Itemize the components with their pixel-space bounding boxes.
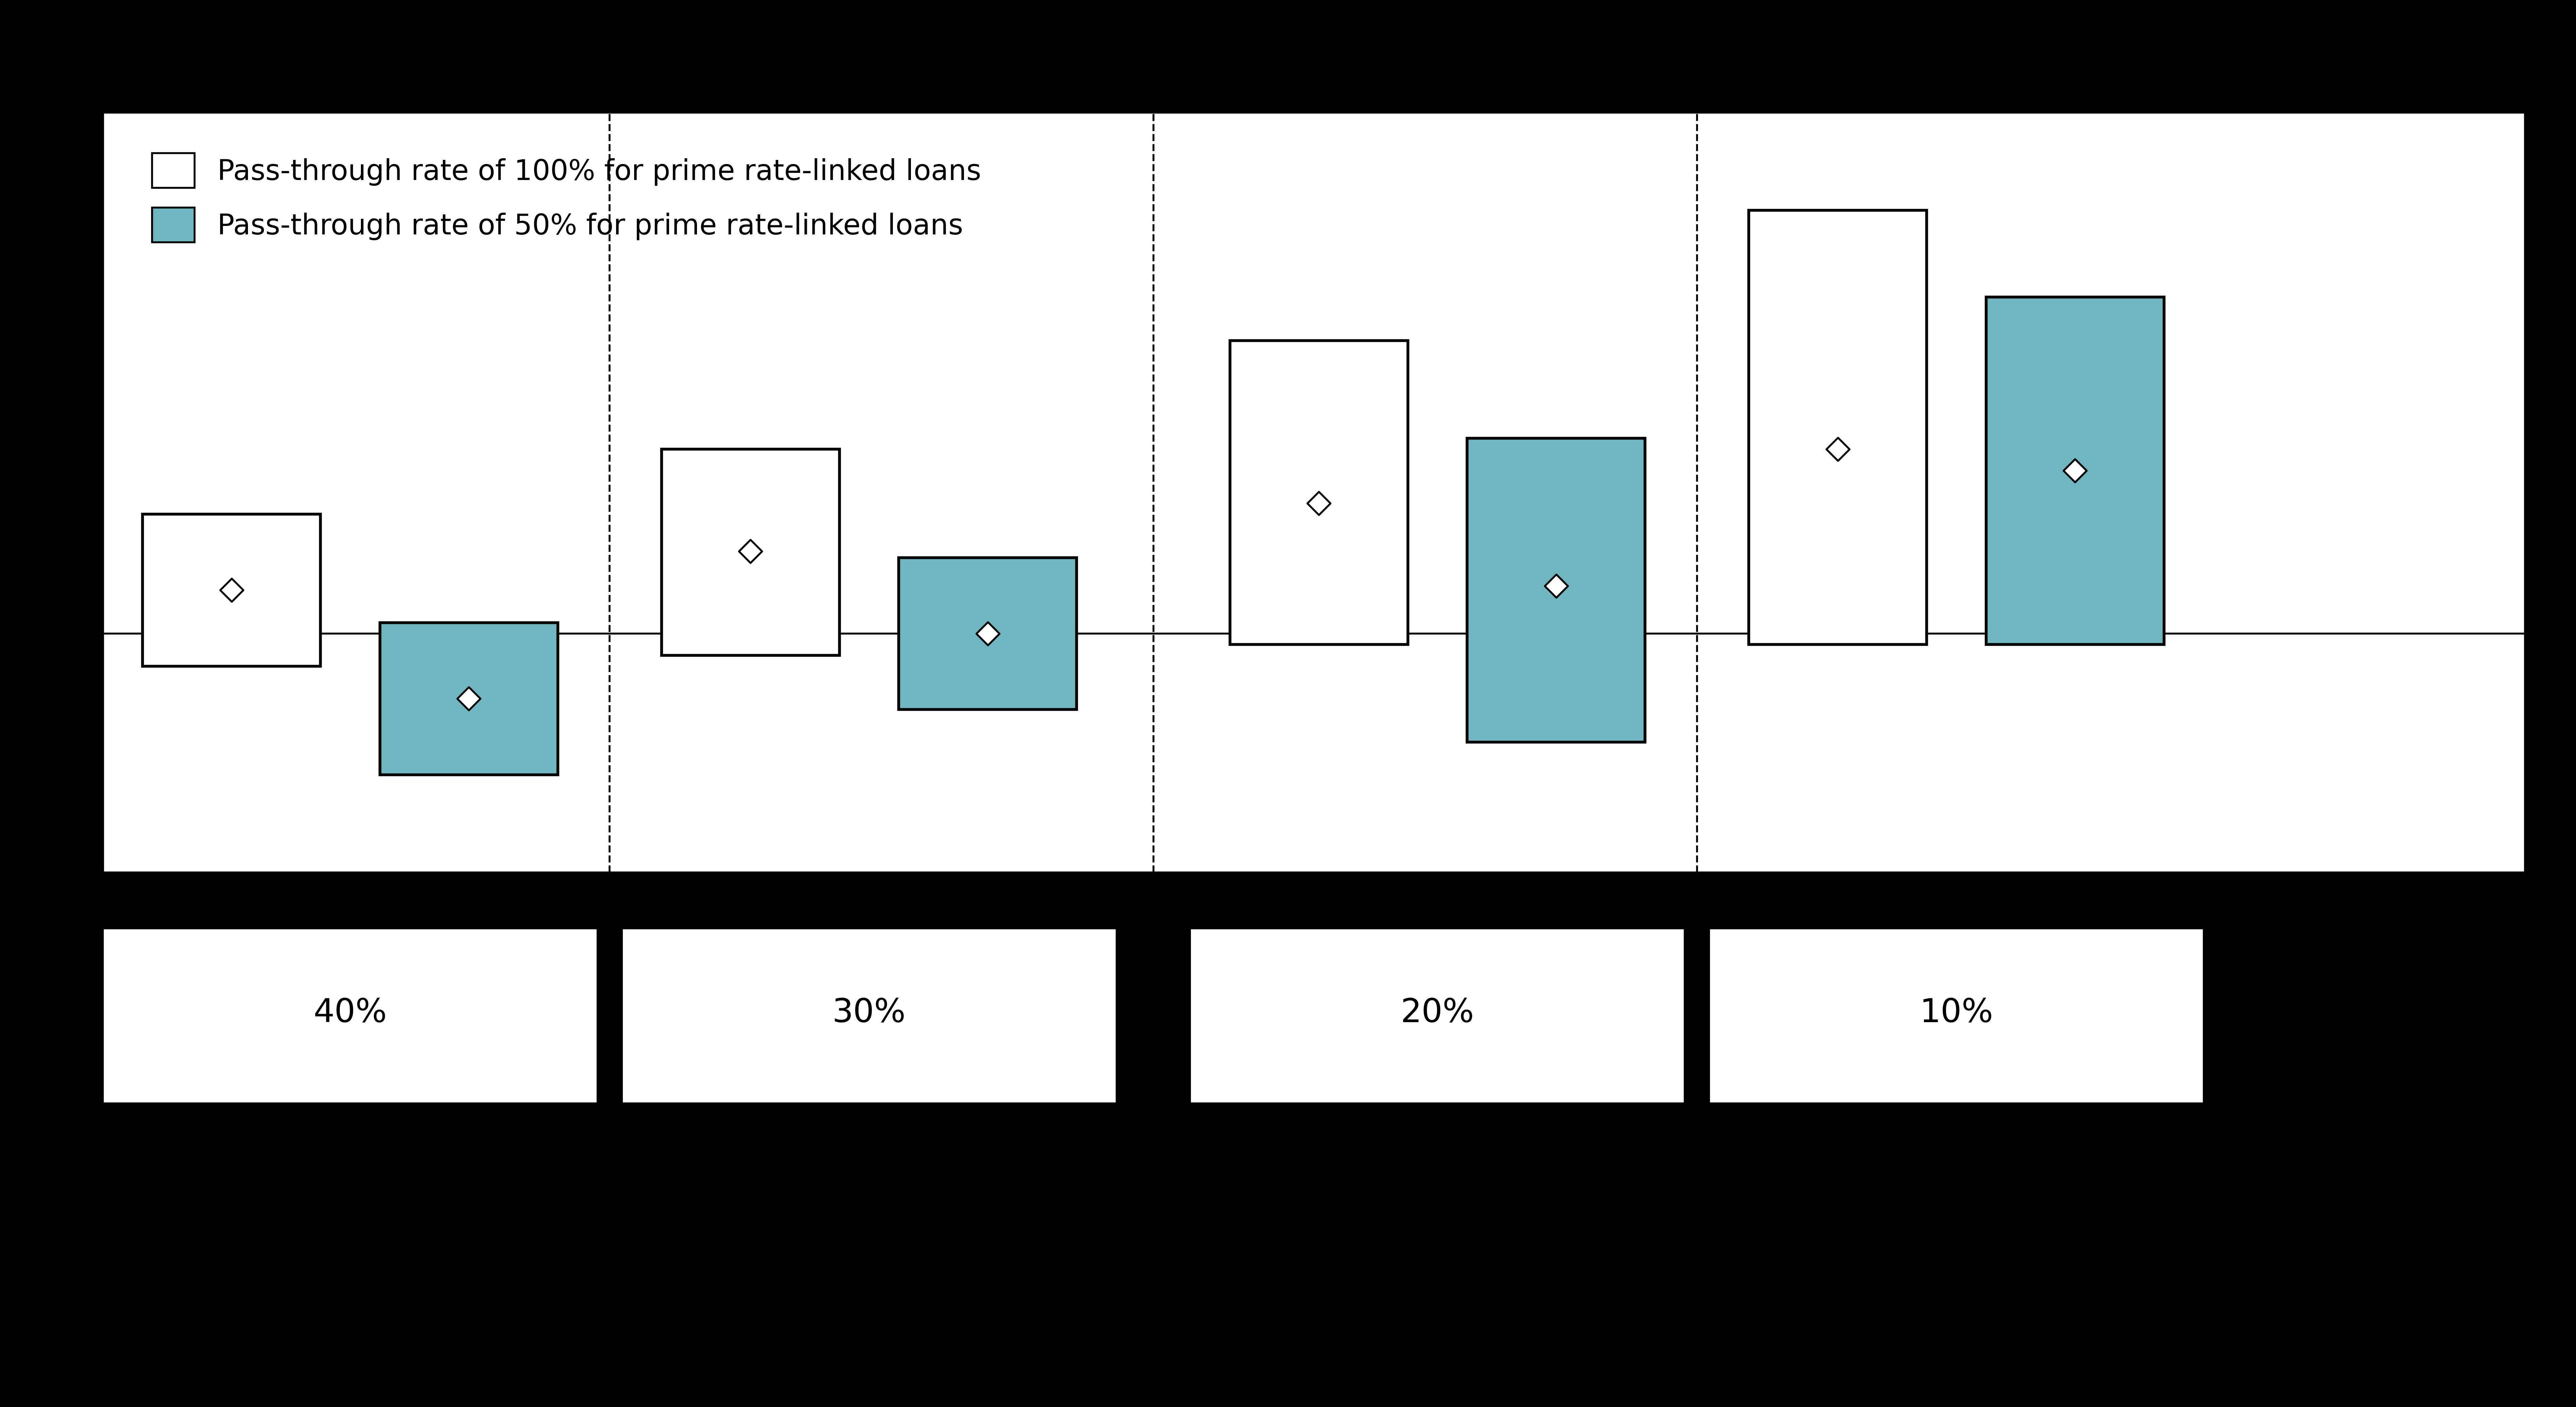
Point bbox=[966, 622, 1007, 644]
Bar bbox=[621, 929, 1115, 1103]
Point bbox=[729, 540, 770, 563]
Point bbox=[2053, 460, 2094, 483]
Bar bbox=[1986, 297, 2164, 644]
Bar bbox=[1190, 929, 1685, 1103]
Bar bbox=[1466, 438, 1646, 741]
Bar bbox=[1229, 340, 1406, 644]
Point bbox=[1816, 438, 1857, 460]
Bar bbox=[1708, 929, 2202, 1103]
Text: 20%: 20% bbox=[1401, 998, 1473, 1029]
Text: 30%: 30% bbox=[832, 998, 907, 1029]
Point bbox=[1535, 574, 1577, 597]
Bar bbox=[142, 514, 319, 666]
Bar bbox=[379, 623, 556, 775]
Bar bbox=[662, 449, 840, 656]
Text: 40%: 40% bbox=[314, 998, 386, 1029]
Text: pass-through rate for demand deposits: pass-through rate for demand deposits bbox=[1919, 1116, 2401, 1140]
Legend: Pass-through rate of 100% for prime rate-linked loans, Pass-through rate of 50% : Pass-through rate of 100% for prime rate… bbox=[129, 131, 1005, 265]
Point bbox=[448, 688, 489, 711]
Bar bbox=[103, 929, 598, 1103]
Text: 10%: 10% bbox=[1919, 998, 1994, 1029]
Bar bbox=[1749, 210, 1927, 644]
Point bbox=[211, 578, 252, 601]
Bar bbox=[899, 557, 1077, 709]
Point bbox=[1298, 492, 1340, 515]
